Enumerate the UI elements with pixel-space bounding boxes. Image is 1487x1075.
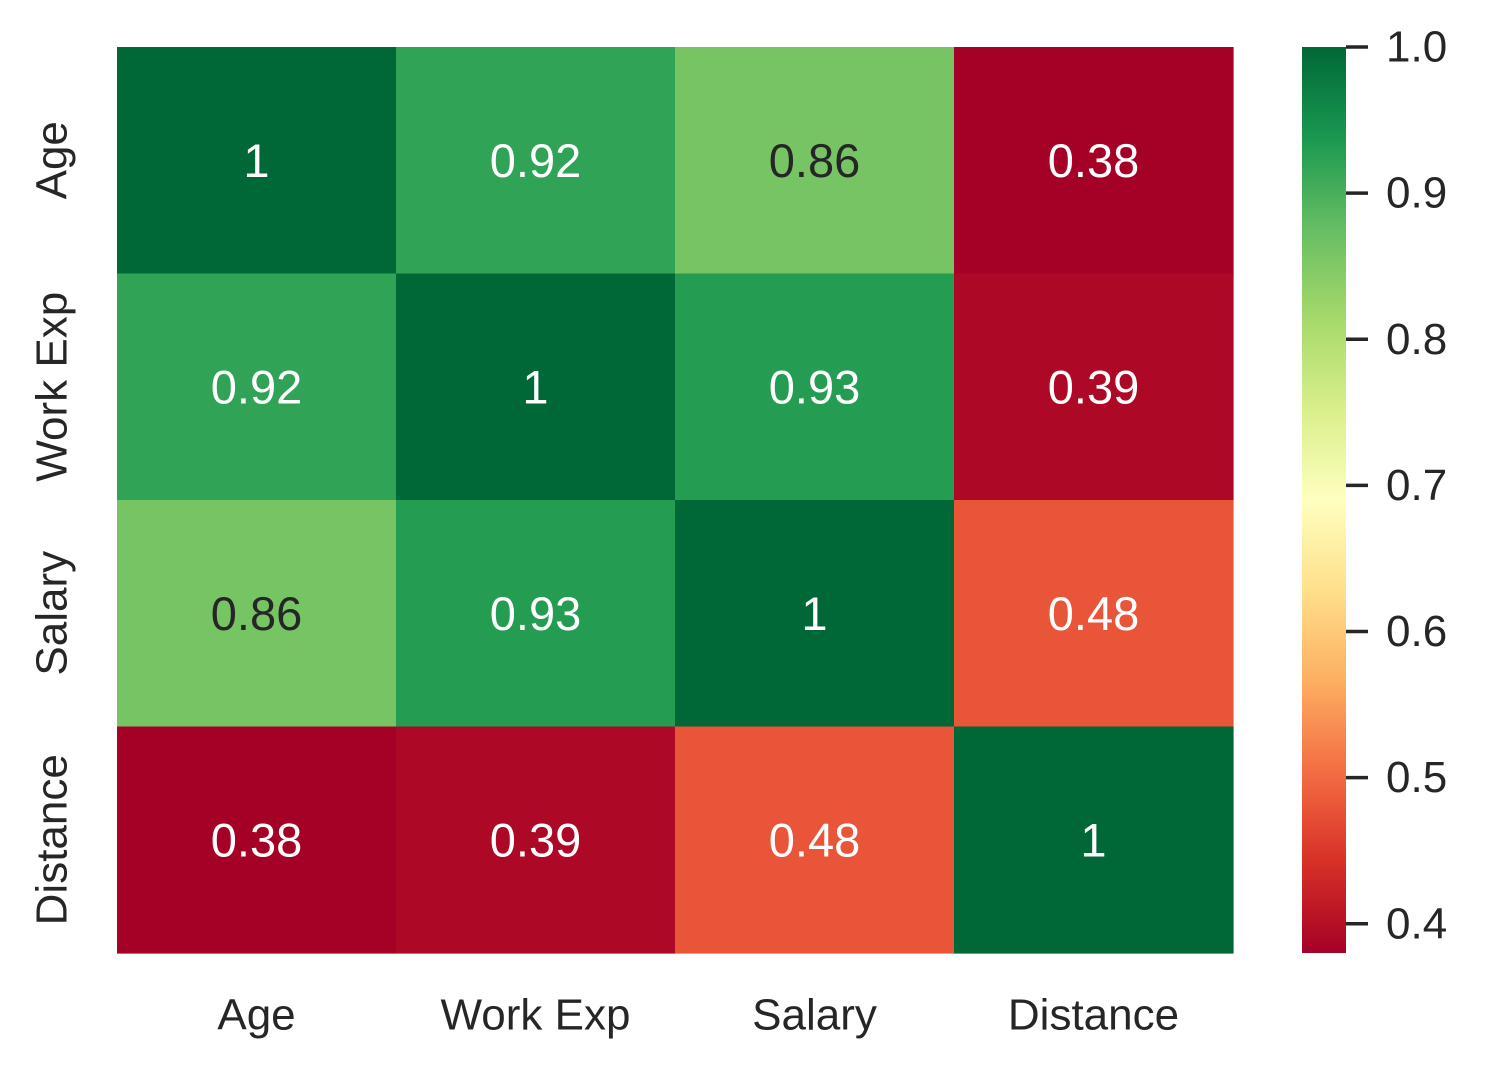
heatmap-cell-1-3: [675, 47, 955, 275]
y-tick-label: Age: [28, 121, 77, 199]
heatmap-cell-2-4: [954, 273, 1234, 501]
cell-annotation-3-1: 0.86: [211, 587, 302, 640]
colorbar-tick-label: 0.6: [1386, 607, 1447, 656]
cell-annotation-4-4: 1: [1080, 813, 1106, 866]
heatmap-cell-4-2: [396, 726, 676, 954]
heatmap-cell-3-4: [954, 500, 1234, 728]
heatmap-cell-2-3: [675, 273, 955, 501]
y-axis-tick-labels: Age Work Exp Salary Distance: [28, 121, 77, 925]
cell-annotation-4-2: 0.39: [490, 813, 581, 866]
colorbar-tick-label: 1.0: [1386, 23, 1447, 72]
heatmap-cell-1-2: [396, 47, 676, 275]
cell-annotation-2-4: 0.39: [1048, 360, 1139, 413]
y-tick-label: Salary: [28, 551, 77, 676]
colorbar-tick-label: 0.4: [1386, 899, 1447, 948]
heatmap-cell-2-1: [117, 273, 397, 501]
heatmap-cell-4-3: [675, 726, 955, 954]
x-tick-label: Distance: [1008, 991, 1179, 1040]
y-tick-label: Distance: [28, 754, 77, 925]
heatmap-cell-1-1: [117, 47, 397, 275]
x-tick-label: Age: [217, 991, 295, 1040]
colorbar-tick-label: 0.9: [1386, 169, 1447, 218]
cell-annotation-4-1: 0.38: [211, 813, 302, 866]
colorbar-tick-label: 0.8: [1386, 315, 1447, 364]
heatmap-cell-4-1: [117, 726, 397, 954]
colorbar-gradient-bar: [1302, 47, 1346, 953]
cell-annotation-3-2: 0.93: [490, 587, 581, 640]
colorbar-tick-label: 0.5: [1386, 753, 1447, 802]
cell-annotation-1-2: 0.92: [490, 134, 581, 187]
y-tick-label: Work Exp: [28, 292, 77, 482]
cell-annotation-3-3: 1: [801, 587, 827, 640]
heatmap-annotations: 1 0.92 0.86 0.38 0.92 1 0.93 0.39 0.86 0.93 1 0.48 0…: [211, 134, 1139, 867]
heatmap-cell-3-2: [396, 500, 676, 728]
colorbar-tick-label: 0.7: [1386, 461, 1447, 510]
cell-annotation-2-1: 0.92: [211, 360, 302, 413]
cell-annotation-4-3: 0.48: [769, 813, 860, 866]
cell-annotation-1-1: 1: [243, 134, 269, 187]
x-tick-label: Salary: [752, 991, 877, 1040]
cell-annotation-2-3: 0.93: [769, 360, 860, 413]
colorbar: 0.4 0.5 0.6 0.7 0.8 0.9 1.0: [1302, 23, 1447, 953]
heatmap-cells: [117, 47, 1234, 954]
cell-annotation-2-2: 1: [522, 360, 548, 413]
cell-annotation-1-3: 0.86: [769, 134, 860, 187]
heatmap-cell-3-3: [675, 500, 955, 728]
heatmap-cell-2-2: [396, 273, 676, 501]
heatmap-cell-3-1: [117, 500, 397, 728]
x-axis-tick-labels: Age Work Exp Salary Distance: [217, 991, 1179, 1040]
cell-annotation-1-4: 0.38: [1048, 134, 1139, 187]
heatmap-cell-1-4: [954, 47, 1234, 275]
heatmap-cell-4-4: [954, 726, 1234, 954]
x-tick-label: Work Exp: [441, 991, 631, 1040]
cell-annotation-3-4: 0.48: [1048, 587, 1139, 640]
